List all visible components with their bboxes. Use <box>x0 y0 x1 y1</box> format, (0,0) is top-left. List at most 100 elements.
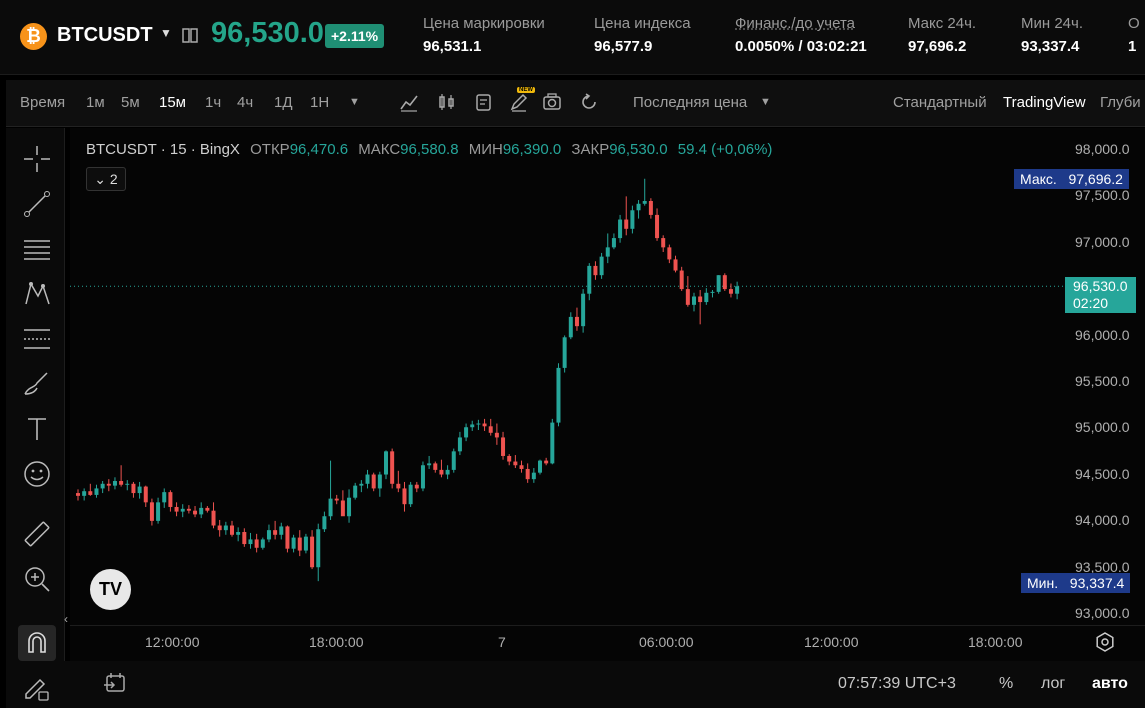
candle <box>513 455 518 469</box>
candle <box>685 276 690 307</box>
max-price-label: Макс. 97,696.2 <box>1014 169 1129 189</box>
time-axis[interactable] <box>70 625 1145 662</box>
candle <box>223 521 228 535</box>
interval-1h[interactable]: 1ч <box>205 94 222 111</box>
book-icon[interactable] <box>181 26 199 44</box>
candle <box>661 235 666 252</box>
candle <box>82 488 87 501</box>
indicators-collapse[interactable]: ⌄ 2 <box>86 167 126 191</box>
trend-line-icon[interactable] <box>21 188 53 220</box>
candle <box>673 255 678 273</box>
chevron-down-icon[interactable]: ▼ <box>760 96 771 108</box>
interval-1d[interactable]: 1Д <box>274 94 293 111</box>
interval-5m[interactable]: 5м <box>121 94 140 111</box>
bottom-bar <box>64 661 1145 708</box>
candle <box>334 494 339 505</box>
candle <box>679 266 684 291</box>
candle <box>667 244 672 264</box>
candles-svg <box>70 178 1065 582</box>
candle <box>476 419 481 431</box>
chevron-down-icon[interactable]: ▼ <box>349 96 360 108</box>
candles-type-icon[interactable] <box>436 91 458 113</box>
chevron-down-icon: ⌄ <box>94 171 107 187</box>
candle <box>230 520 234 537</box>
price-tick: 95,000.0 <box>1075 419 1130 436</box>
candle <box>205 506 210 513</box>
chevron-left-icon[interactable]: ‹ <box>64 612 68 626</box>
candle <box>531 468 536 483</box>
candle <box>728 283 733 298</box>
candle <box>396 470 401 493</box>
log-toggle[interactable]: лог <box>1041 675 1066 692</box>
symbol-selector[interactable]: BTCUSDT <box>57 24 153 46</box>
candle <box>716 275 721 294</box>
candle <box>402 481 407 512</box>
view-standard[interactable]: Стандартный <box>893 94 987 111</box>
chart-pane[interactable] <box>70 128 1065 625</box>
ticker-header: ₿ BTCUSDT ▼ 96,530.0 +2.11% Цена маркиро… <box>0 0 1145 75</box>
zoom-in-icon[interactable] <box>21 563 53 595</box>
price-axis[interactable] <box>1065 128 1145 625</box>
interval-1m[interactable]: 1м <box>86 94 105 111</box>
indicators-icon[interactable] <box>398 91 420 113</box>
legend-change: 59.4 (+0,06%) <box>677 141 773 158</box>
candle <box>648 198 653 219</box>
fib-levels-icon[interactable] <box>21 323 53 355</box>
refresh-icon[interactable] <box>578 91 600 113</box>
interval-4h[interactable]: 4ч <box>237 94 254 111</box>
auto-toggle[interactable]: авто <box>1092 675 1128 692</box>
chart-toolbar: Время 1м 5м 15м 1ч 4ч 1Д 1Н ▼ NEW Послед… <box>6 80 1145 127</box>
go-to-date-icon[interactable] <box>103 671 127 695</box>
candle <box>365 469 370 489</box>
pattern-icon[interactable] <box>21 278 53 310</box>
candle <box>211 502 216 529</box>
brush-icon[interactable] <box>21 368 53 400</box>
time-tick: 18:00:00 <box>968 634 1023 650</box>
candle <box>279 522 284 540</box>
time-tick: 06:00:00 <box>639 634 694 650</box>
candle <box>236 527 241 542</box>
text-icon[interactable] <box>21 413 53 445</box>
candle <box>193 506 198 518</box>
candle <box>377 471 382 497</box>
min-price-label: Мин. 93,337.4 <box>1021 573 1131 593</box>
tradingview-logo[interactable]: TV <box>90 569 131 610</box>
candle <box>538 459 542 475</box>
candle <box>119 465 124 487</box>
interval-15m[interactable]: 15м <box>159 94 186 111</box>
chevron-down-icon[interactable]: ▼ <box>160 26 172 40</box>
settings-icon[interactable] <box>1094 631 1116 653</box>
candle <box>587 263 592 301</box>
emoji-icon[interactable] <box>21 458 53 490</box>
candle <box>310 530 315 570</box>
candle <box>574 307 579 331</box>
stat-funding[interactable]: Финанс./до учета 0.0050% / 03:02:21 <box>735 15 867 55</box>
templates-icon[interactable] <box>473 91 495 113</box>
price-type-select[interactable]: Последняя цена <box>633 94 748 111</box>
candle <box>174 502 179 517</box>
price-tick: 94,000.0 <box>1075 512 1130 529</box>
crosshair-icon[interactable] <box>21 143 53 175</box>
candle <box>427 455 432 469</box>
view-depth[interactable]: Глуби <box>1100 94 1141 111</box>
candle <box>581 289 586 333</box>
ruler-icon[interactable] <box>21 518 53 550</box>
candle <box>544 457 549 466</box>
price-tick: 94,500.0 <box>1075 465 1130 482</box>
candle <box>371 472 376 492</box>
candle <box>445 465 450 480</box>
horizontal-lines-icon[interactable] <box>21 233 53 265</box>
utc-clock[interactable]: 07:57:39 UTC+3 <box>838 675 956 692</box>
magnet-button[interactable] <box>18 625 56 661</box>
percent-toggle[interactable]: % <box>999 675 1014 692</box>
lock-pencil-icon[interactable] <box>21 672 53 704</box>
interval-1w[interactable]: 1Н <box>310 94 330 111</box>
new-badge: NEW <box>517 87 535 93</box>
candle <box>303 533 308 554</box>
candle <box>125 480 130 491</box>
camera-icon[interactable] <box>541 91 563 113</box>
candle <box>611 233 616 250</box>
view-tradingview[interactable]: TradingView <box>1003 94 1086 111</box>
last-price: 96,530.0 <box>211 17 324 49</box>
pencil-icon[interactable] <box>508 91 530 113</box>
